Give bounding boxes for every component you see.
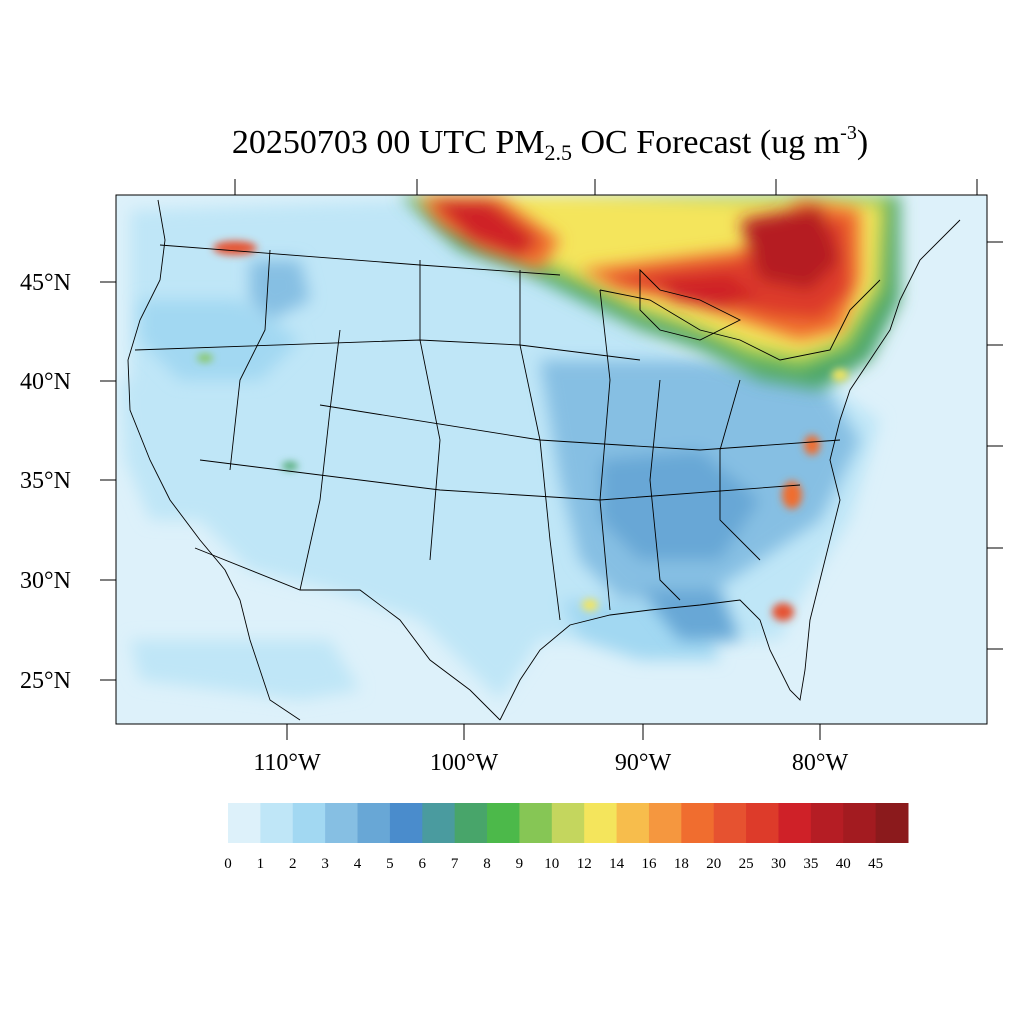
colorbar-label: 40 [836, 856, 851, 872]
colorbar-label: 10 [544, 856, 559, 872]
colorbar-swatch [584, 803, 618, 843]
state-line-i [649, 379, 681, 601]
colorbar-label: 3 [321, 856, 329, 872]
top-ticks [234, 179, 978, 195]
colorbar-swatch [778, 803, 812, 843]
latitude-labels: 45°N 40°N 35°N 30°N 25°N [20, 270, 71, 694]
state-line-e [299, 329, 341, 591]
map-title: 20250703 00 UTC PM2.5 OC Forecast (ug m-… [0, 122, 1024, 166]
colorbar-swatch [454, 803, 488, 843]
state-line-d [229, 249, 271, 471]
colorbar-swatch [260, 803, 294, 843]
right-ticks [987, 241, 1003, 650]
canada-border-east [599, 279, 881, 361]
colorbar-label: 45 [868, 856, 883, 872]
colorbar-label: 2 [289, 856, 297, 872]
map-field [116, 195, 987, 724]
lat-label-40: 40°N [20, 369, 71, 395]
colorbar-label: 25 [739, 856, 754, 872]
colorbar-label: 4 [354, 856, 362, 872]
state-line-a [134, 339, 641, 361]
state-line-g [519, 270, 561, 621]
colorbar-label: 5 [386, 856, 394, 872]
state-line-h [599, 289, 611, 611]
longitude-labels: 110°W 100°W 90°W 80°W [253, 750, 848, 776]
colorbar-label: 35 [803, 856, 818, 872]
colorbar-label: 16 [641, 856, 657, 872]
lon-label-90: 90°W [615, 750, 672, 776]
colorbar-swatch [487, 803, 520, 843]
state-line-f [419, 260, 441, 561]
colorbar-label: 1 [257, 856, 265, 872]
colorbar-label: 7 [451, 856, 459, 872]
colorbar-swatch [228, 803, 261, 843]
colorbar-label: 9 [516, 856, 524, 872]
title-middle: OC Forecast (ug m [571, 124, 841, 161]
state-line-j [719, 379, 761, 561]
colorbar-label: 30 [771, 856, 786, 872]
colorbar-swatch [648, 803, 682, 843]
colorbar-swatch [681, 803, 715, 843]
colorbar-swatch [810, 803, 844, 843]
colorbar-swatch [389, 803, 423, 843]
title-superscript: -3 [840, 122, 857, 144]
colorbar-swatch [422, 803, 456, 843]
colorbar-swatch [325, 803, 359, 843]
colorbar: 0 1 2 3 4 5 6 7 8 9 10 12 14 16 18 20 25 30 35 40 45 [224, 803, 909, 872]
colorbar-label: 20 [706, 856, 721, 872]
lon-label-100: 100°W [430, 750, 499, 776]
colorbar-label: 8 [483, 856, 491, 872]
colorbar-label: 18 [674, 856, 689, 872]
title-subscript: 2.5 [544, 140, 572, 165]
lat-label-30: 30°N [20, 568, 71, 594]
lon-label-110: 110°W [253, 750, 321, 776]
local-hotspots [197, 241, 848, 621]
state-line-b [319, 404, 841, 451]
lat-label-25: 25°N [20, 668, 71, 694]
colorbar-swatch [519, 803, 553, 843]
east-coast [499, 219, 961, 721]
colorbar-swatch [843, 803, 877, 843]
left-ticks [100, 281, 116, 681]
bottom-ticks [286, 724, 821, 740]
boundaries [127, 199, 961, 721]
title-prefix: 20250703 00 UTC PM [231, 124, 545, 161]
colorbar-swatch [616, 803, 650, 843]
colorbar-label: 12 [577, 856, 592, 872]
lon-label-80: 80°W [792, 750, 849, 776]
concentration-peak [420, 198, 860, 340]
colorbar-label: 0 [224, 856, 232, 872]
colorbar-label: 14 [609, 856, 625, 872]
lat-label-35: 35°N [20, 468, 71, 494]
title-suffix: ) [856, 124, 869, 161]
colorbar-swatch [713, 803, 747, 843]
map-frame [115, 194, 988, 725]
great-lakes [639, 268, 742, 341]
colorbar-swatch [746, 803, 779, 843]
colorbar-swatch [875, 803, 909, 843]
colorbar-swatch [551, 803, 585, 843]
colorbar-label: 6 [419, 856, 427, 872]
colorbar-swatch [292, 803, 326, 843]
colorbar-swatch [357, 803, 391, 843]
west-coast [127, 199, 301, 721]
state-line-c [199, 459, 801, 501]
lat-label-45: 45°N [20, 270, 71, 296]
